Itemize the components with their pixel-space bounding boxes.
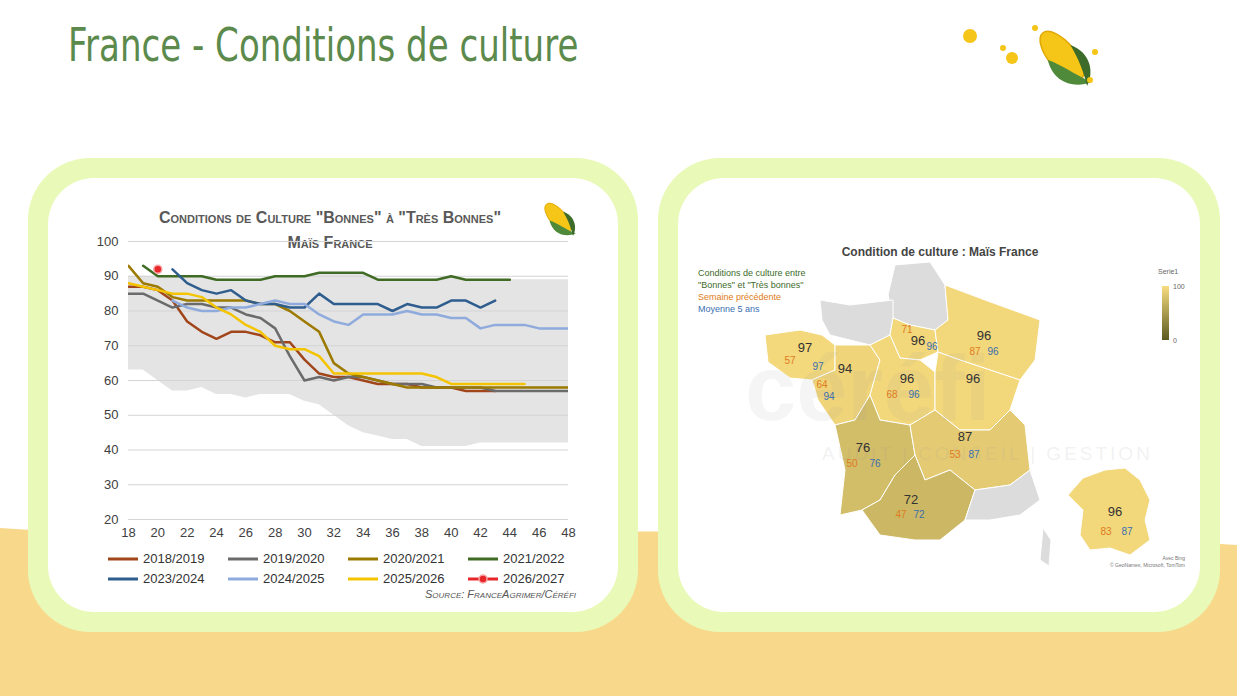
svg-text:24: 24 — [209, 525, 223, 540]
svg-text:Semaine précédente: Semaine précédente — [698, 292, 781, 302]
svg-text:100: 100 — [1173, 283, 1185, 290]
svg-text:100: 100 — [97, 234, 119, 249]
svg-text:© GeoNames, Microsoft, TomTom: © GeoNames, Microsoft, TomTom — [1110, 562, 1185, 568]
svg-text:50: 50 — [104, 407, 118, 422]
html-text:Maïs France: Maïs France — [287, 234, 373, 251]
svg-text:46: 46 — [532, 525, 546, 540]
svg-text:90: 90 — [104, 268, 118, 283]
svg-text:96: 96 — [900, 371, 914, 386]
svg-text:87: 87 — [969, 346, 981, 357]
svg-text:28: 28 — [268, 525, 282, 540]
svg-text:20: 20 — [151, 525, 165, 540]
html-text:2019/2020: 2019/2020 — [263, 551, 325, 566]
svg-text:71: 71 — [901, 324, 913, 335]
svg-text:72: 72 — [913, 509, 925, 520]
html-text:2020/2021: 2020/2021 — [383, 551, 445, 566]
svg-text:87: 87 — [1121, 526, 1133, 537]
svg-text:42: 42 — [473, 525, 487, 540]
html-text:France - Conditions de culture: France - Conditions de culture — [68, 18, 579, 72]
svg-text:87: 87 — [958, 429, 972, 444]
html-text:2023/2024: 2023/2024 — [143, 571, 205, 586]
svg-text:20: 20 — [104, 512, 118, 527]
svg-text:26: 26 — [239, 525, 253, 540]
svg-text:22: 22 — [180, 525, 194, 540]
svg-text:Serie1: Serie1 — [1158, 268, 1178, 275]
svg-text:97: 97 — [812, 361, 824, 372]
svg-text:64: 64 — [816, 379, 828, 390]
svg-text:céréfi: céréfi — [745, 337, 991, 439]
svg-text:76: 76 — [869, 458, 881, 469]
svg-text:96: 96 — [908, 389, 920, 400]
svg-text:38: 38 — [415, 525, 429, 540]
html-text:2024/2025: 2024/2025 — [263, 571, 325, 586]
svg-text:53: 53 — [949, 449, 961, 460]
svg-text:Conditions de culture entre: Conditions de culture entre — [698, 268, 806, 278]
svg-text:96: 96 — [911, 333, 925, 348]
html-text:2018/2019: 2018/2019 — [143, 551, 205, 566]
html-text:Source: FranceAgrimer/Céréfi: Source: FranceAgrimer/Céréfi — [425, 588, 576, 600]
svg-text:44: 44 — [503, 525, 517, 540]
svg-text:97: 97 — [798, 340, 812, 355]
svg-text:96: 96 — [926, 341, 938, 352]
svg-text:40: 40 — [104, 442, 118, 457]
svg-text:96: 96 — [966, 371, 980, 386]
svg-text:94: 94 — [823, 391, 835, 402]
svg-text:48: 48 — [561, 525, 575, 540]
html-text:2026/2027: 2026/2027 — [503, 571, 565, 586]
html-text:2021/2022: 2021/2022 — [503, 551, 565, 566]
html-text:2025/2026: 2025/2026 — [383, 571, 445, 586]
svg-text:Moyenne 5 ans: Moyenne 5 ans — [698, 304, 760, 314]
svg-text:96: 96 — [987, 346, 999, 357]
svg-text:72: 72 — [904, 492, 918, 507]
svg-text:30: 30 — [104, 477, 118, 492]
svg-text:76: 76 — [856, 440, 870, 455]
svg-text:30: 30 — [297, 525, 311, 540]
svg-text:AUDIT | CONSEIL | GESTION: AUDIT | CONSEIL | GESTION — [822, 443, 1153, 464]
svg-text:96: 96 — [977, 328, 991, 343]
svg-text:96: 96 — [1108, 504, 1122, 519]
svg-text:50: 50 — [846, 458, 858, 469]
svg-text:94: 94 — [838, 361, 852, 376]
svg-text:57: 57 — [784, 355, 796, 366]
svg-text:32: 32 — [327, 525, 341, 540]
svg-text:18: 18 — [121, 525, 135, 540]
svg-text:0: 0 — [1173, 337, 1177, 344]
html-text:Conditions de Culture "Bonnes": Conditions de Culture "Bonnes" à "Très B… — [159, 209, 501, 226]
svg-text:70: 70 — [104, 338, 118, 353]
svg-text:"Bonnes" et "Très bonnes": "Bonnes" et "Très bonnes" — [698, 280, 804, 290]
svg-text:Condition de culture : Maïs Fr: Condition de culture : Maïs France — [842, 245, 1039, 259]
svg-text:34: 34 — [356, 525, 370, 540]
svg-text:68: 68 — [886, 389, 898, 400]
svg-text:83: 83 — [1100, 526, 1112, 537]
svg-text:36: 36 — [385, 525, 399, 540]
svg-text:Avec Bing: Avec Bing — [1163, 555, 1186, 561]
svg-text:47: 47 — [895, 509, 907, 520]
svg-text:87: 87 — [968, 449, 980, 460]
svg-text:80: 80 — [104, 303, 118, 318]
svg-text:40: 40 — [444, 525, 458, 540]
svg-text:60: 60 — [104, 373, 118, 388]
